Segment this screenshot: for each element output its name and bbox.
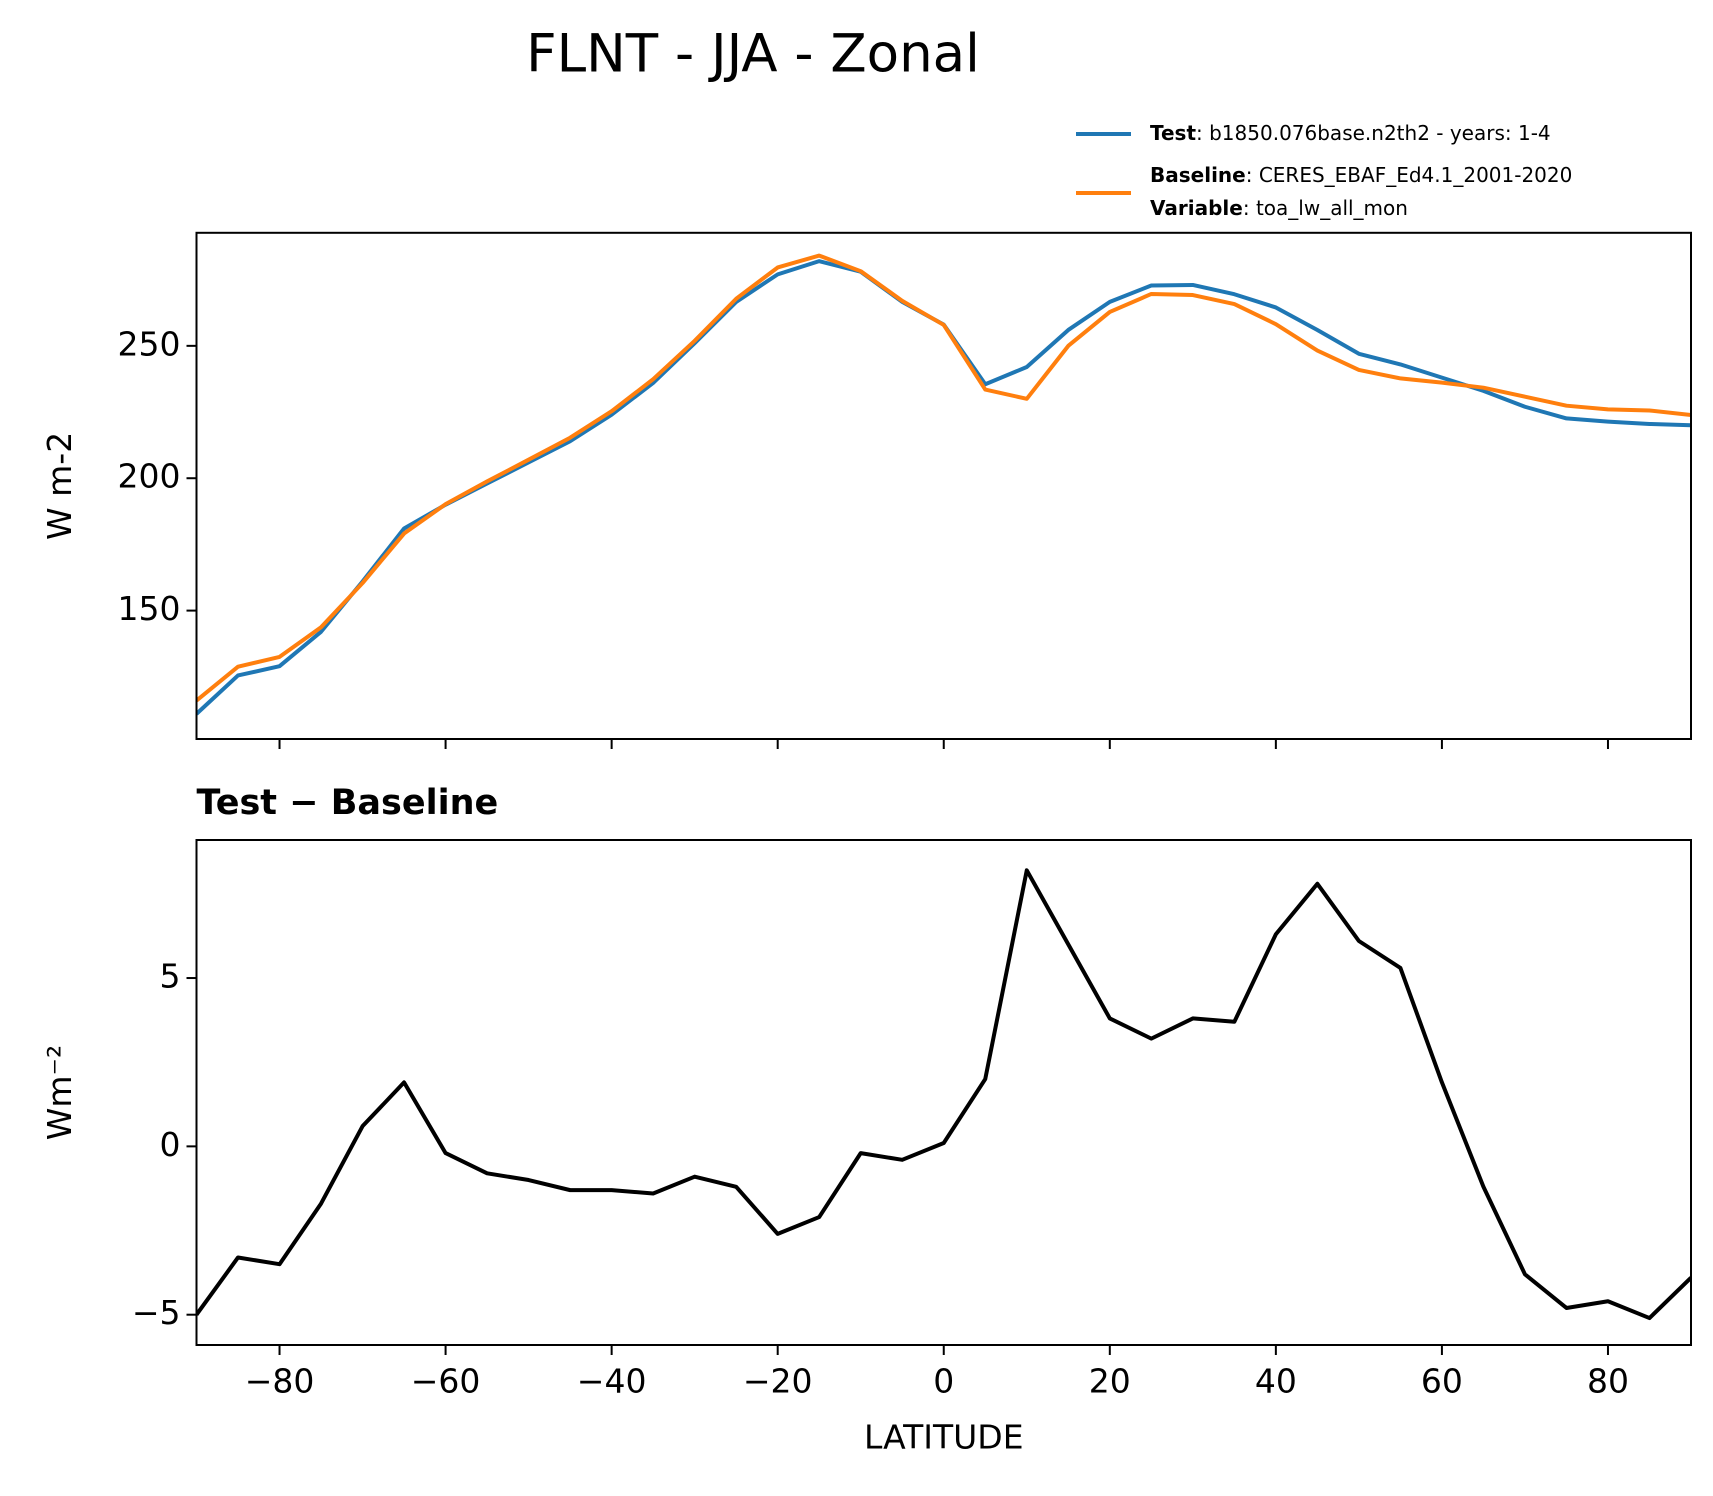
- data-line: [196, 868, 1691, 1321]
- y-axis-label: W m-2: [40, 432, 79, 540]
- y-tick-label: 0: [160, 1125, 181, 1164]
- axes-frame: [195, 839, 1692, 1346]
- y-tick-label: −5: [132, 1293, 181, 1332]
- legend-detail: : toa_lw_all_mon: [1243, 196, 1408, 220]
- x-tick-label: −60: [411, 1362, 481, 1401]
- x-tick-label: 0: [933, 1362, 954, 1401]
- legend-entry: Variable: toa_lw_all_mon: [1150, 196, 1408, 220]
- legend-entry: Test: b1850.076base.n2th2 - years: 1-4: [1150, 121, 1551, 145]
- legend-name: Baseline: [1150, 163, 1246, 187]
- x-tick-label: 20: [1089, 1362, 1131, 1401]
- x-tick-label: 60: [1421, 1362, 1463, 1401]
- y-tick-label: 250: [118, 324, 181, 363]
- legend-name: Variable: [1150, 196, 1243, 220]
- legend-detail: : CERES_EBAF_Ed4.1_2001-2020: [1246, 163, 1573, 187]
- x-tick-label: −80: [245, 1362, 315, 1401]
- legend-name: Test: [1150, 121, 1196, 145]
- x-tick-label: −20: [743, 1362, 813, 1401]
- y-tick-label: 200: [118, 457, 181, 496]
- legend-detail: : b1850.076base.n2th2 - years: 1-4: [1196, 121, 1551, 145]
- y-tick-label: 150: [118, 589, 181, 628]
- x-tick-label: 40: [1255, 1362, 1297, 1401]
- x-tick-label: 80: [1587, 1362, 1629, 1401]
- y-tick-label: 5: [160, 957, 181, 996]
- data-line: [196, 253, 1691, 703]
- data-line: [196, 259, 1691, 716]
- x-tick-label: −40: [577, 1362, 647, 1401]
- legend-entry: Baseline: CERES_EBAF_Ed4.1_2001-2020: [1150, 163, 1572, 187]
- x-axis-label: LATITUDE: [864, 1418, 1024, 1457]
- subplot-title: Test − Baseline: [197, 783, 499, 823]
- figure-title: FLNT - JJA - Zonal: [526, 24, 980, 85]
- y-axis-label: Wm⁻²: [40, 1045, 79, 1140]
- axes-frame: [195, 231, 1692, 741]
